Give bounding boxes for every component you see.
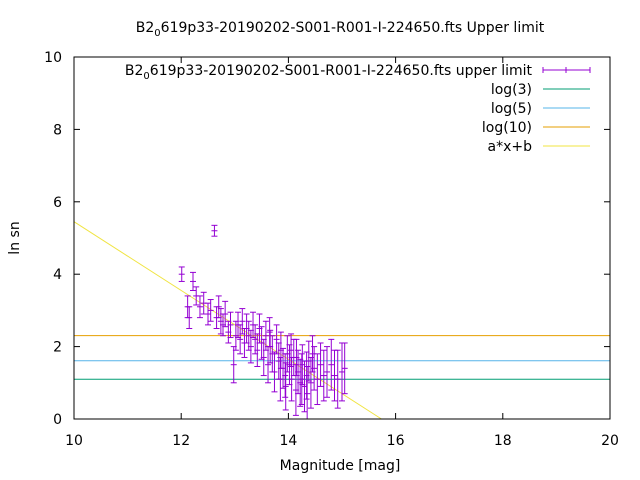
legend-label-subscript: 0: [143, 71, 149, 82]
data-point: [323, 346, 330, 398]
x-tick-label: 18: [494, 433, 512, 449]
data-point: [293, 338, 300, 377]
data-point: [341, 342, 348, 395]
data-point: [320, 349, 327, 402]
legend-label: B20619p33-20190202-S001-R001-I-224650.ft…: [125, 63, 533, 82]
x-tick-label: 16: [387, 433, 405, 449]
y-axis-label: ln sn: [7, 221, 23, 254]
y-tick-label: 2: [53, 340, 62, 356]
data-point: [277, 356, 284, 402]
data-point: [222, 300, 229, 328]
data-point: [282, 362, 289, 411]
legend-label: log(10): [482, 120, 532, 136]
chart-title-subscript: 0: [154, 28, 160, 39]
data-point: [227, 311, 234, 339]
plot-area-border: [73, 56, 611, 420]
axes: 10 12 14 16 18 20 0 2 4 6 8 10: [44, 50, 619, 449]
data-point: [189, 271, 196, 291]
chart-title-suffix: 619p33-20190202-S001-R001-I-224650.fts U…: [161, 20, 545, 36]
data-point: [309, 335, 316, 373]
data-point: [273, 324, 280, 355]
legend-label: a*x+b: [488, 139, 533, 155]
legend-label: log(5): [491, 101, 532, 117]
x-tick-label: 12: [172, 433, 190, 449]
data-point: [211, 224, 218, 237]
y-tick-label: 8: [53, 122, 62, 138]
y-tick-label: 4: [53, 267, 62, 283]
legend-item: log(5): [491, 101, 590, 117]
data-point: [266, 317, 273, 348]
data-point: [298, 353, 305, 406]
fit-line: [73, 221, 382, 420]
y-tick-label: 6: [53, 195, 62, 211]
fit-line-group: [73, 221, 382, 420]
legend-label-suffix: 619p33-20190202-S001-R001-I-224650.fts u…: [150, 63, 533, 79]
legend-item: log(10): [482, 120, 590, 136]
data-point: [178, 266, 185, 282]
data-point: [186, 306, 193, 329]
legend-item: a*x+b: [488, 139, 590, 155]
y-tick-label: 0: [53, 412, 62, 428]
x-tick-label: 20: [601, 433, 619, 449]
data-point: [334, 349, 341, 409]
y-tick-label: 10: [44, 50, 62, 66]
x-tick-label: 10: [65, 433, 83, 449]
legend: B20619p33-20190202-S001-R001-I-224650.ft…: [125, 63, 591, 155]
data-point: [307, 356, 314, 409]
data-point: [230, 346, 237, 384]
data-point: [328, 338, 335, 391]
legend-label-prefix: B2: [125, 63, 144, 79]
x-tick-label: 14: [279, 433, 297, 449]
data-point: [207, 299, 214, 322]
chart-title-prefix: B2: [136, 20, 155, 36]
data-points: [178, 224, 348, 420]
chart-title: B20619p33-20190202-S001-R001-I-224650.ft…: [136, 20, 545, 39]
legend-item: log(3): [491, 82, 590, 98]
x-axis-label: Magnitude [mag]: [280, 458, 401, 474]
legend-item: B20619p33-20190202-S001-R001-I-224650.ft…: [125, 63, 591, 82]
data-point: [280, 347, 287, 389]
legend-label: log(3): [491, 82, 532, 98]
data-point: [196, 295, 203, 319]
data-point: [317, 342, 324, 387]
data-point: [288, 333, 295, 368]
data-point: [239, 308, 246, 335]
